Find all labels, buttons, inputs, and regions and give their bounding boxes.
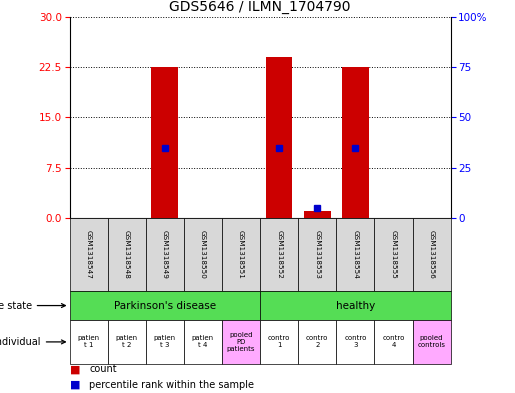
Bar: [260, 291, 451, 320]
Bar: [413, 218, 451, 291]
Bar: [374, 218, 413, 291]
Bar: [336, 320, 374, 364]
Text: GSM1318552: GSM1318552: [276, 230, 282, 279]
Text: GSM1318548: GSM1318548: [124, 230, 130, 279]
Bar: [374, 320, 413, 364]
Text: pooled
PD
patients: pooled PD patients: [227, 332, 255, 352]
Bar: [222, 218, 260, 291]
Bar: [304, 211, 331, 218]
Bar: [266, 57, 293, 218]
Bar: [184, 218, 222, 291]
Text: Parkinson's disease: Parkinson's disease: [114, 301, 216, 310]
Text: contro
4: contro 4: [382, 335, 405, 349]
Text: patien
t 3: patien t 3: [154, 335, 176, 349]
Text: patien
t 2: patien t 2: [116, 335, 138, 349]
Text: GSM1318554: GSM1318554: [352, 230, 358, 279]
Bar: [184, 320, 222, 364]
Text: contro
3: contro 3: [344, 335, 367, 349]
Bar: [70, 320, 108, 364]
Bar: [298, 218, 336, 291]
Bar: [108, 218, 146, 291]
Bar: [151, 67, 178, 218]
Text: ■: ■: [70, 380, 80, 390]
Text: disease state: disease state: [0, 301, 65, 310]
Text: ■: ■: [70, 364, 80, 375]
Text: GSM1318550: GSM1318550: [200, 230, 206, 279]
Text: contro
2: contro 2: [306, 335, 329, 349]
Text: count: count: [89, 364, 117, 375]
Text: healthy: healthy: [336, 301, 375, 310]
Text: contro
1: contro 1: [268, 335, 290, 349]
Text: individual: individual: [0, 337, 65, 347]
Text: GSM1318549: GSM1318549: [162, 230, 168, 279]
Text: GSM1318555: GSM1318555: [390, 230, 397, 279]
Text: percentile rank within the sample: percentile rank within the sample: [89, 380, 254, 390]
Text: pooled
controls: pooled controls: [418, 335, 445, 349]
Title: GDS5646 / ILMN_1704790: GDS5646 / ILMN_1704790: [169, 0, 351, 14]
Bar: [298, 320, 336, 364]
Bar: [342, 67, 369, 218]
Bar: [260, 320, 298, 364]
Text: patien
t 1: patien t 1: [78, 335, 99, 349]
Bar: [108, 320, 146, 364]
Bar: [146, 320, 184, 364]
Bar: [336, 218, 374, 291]
Bar: [222, 320, 260, 364]
Bar: [146, 218, 184, 291]
Bar: [70, 291, 260, 320]
Text: GSM1318553: GSM1318553: [314, 230, 320, 279]
Text: GSM1318556: GSM1318556: [428, 230, 435, 279]
Text: patien
t 4: patien t 4: [192, 335, 214, 349]
Bar: [413, 320, 451, 364]
Bar: [70, 218, 108, 291]
Text: GSM1318547: GSM1318547: [85, 230, 92, 279]
Text: GSM1318551: GSM1318551: [238, 230, 244, 279]
Bar: [260, 218, 298, 291]
